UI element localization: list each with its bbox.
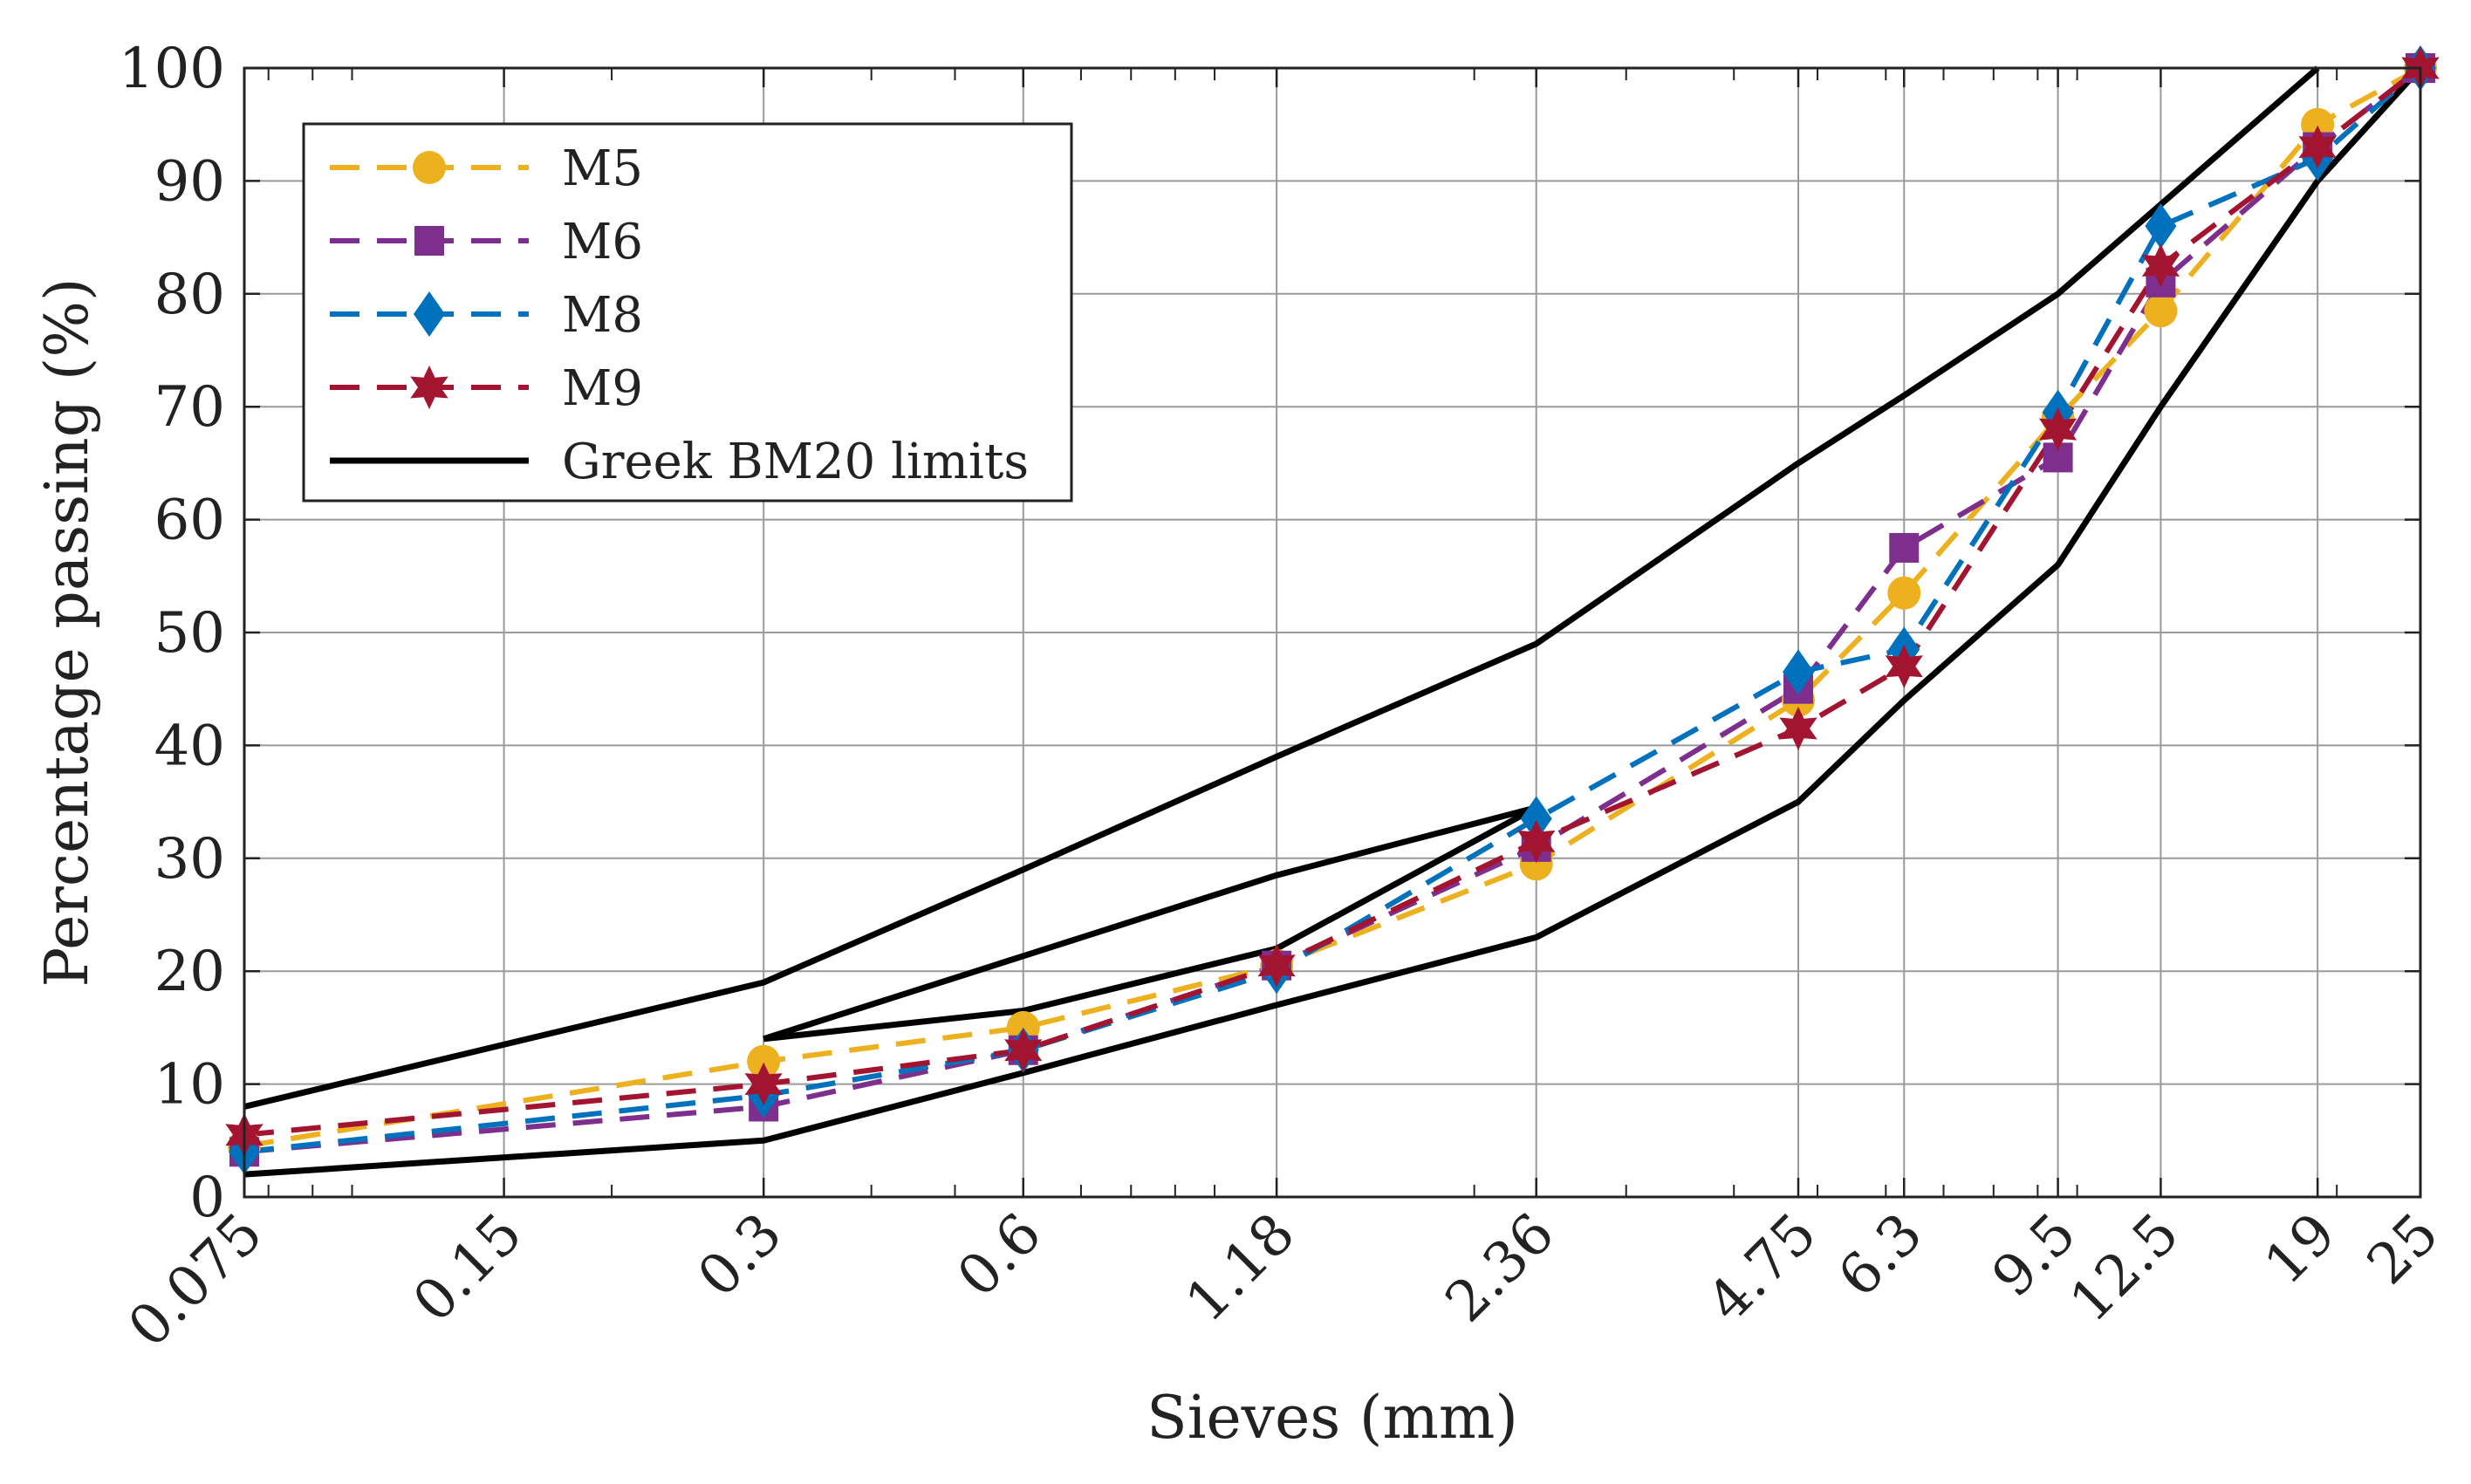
legend-label-m5: M5 [562,140,643,197]
plot-frame [243,66,2422,1199]
y-tick-labels: 0 10 20 30 40 50 60 70 80 90 100 [119,37,225,1230]
limit-line [763,804,1538,1043]
data-point-m5 [2144,294,2178,328]
data-point-m8 [1783,649,1815,695]
y-tick-label: 0 [189,1166,225,1230]
y-tick-label: 80 [154,263,225,327]
series-markers [225,45,2440,1175]
legend-label-m8: M8 [562,287,643,344]
legend-label-m9: M9 [562,360,643,417]
data-point-m8 [1520,796,1552,842]
x-tick-label: 1.18 [1174,1201,1307,1335]
x-axis-title: Sieves (mm) [1147,1384,1518,1453]
legend-marker-m9 [410,366,448,409]
x-tick-label: 4.75 [1695,1201,1829,1335]
x-tick-label: 0.15 [401,1201,535,1335]
series-line-m6 [243,65,2422,1155]
y-axis-title: Percentage passing (%) [33,277,102,987]
limit-line [243,65,2320,1110]
data-point-m9 [1885,644,1923,688]
x-tick-label: 0.3 [686,1201,794,1310]
legend-label-m6: M6 [562,214,643,270]
y-tick-label: 30 [154,827,225,892]
data-point-m9 [1004,1028,1043,1072]
data-point-m9 [2298,125,2337,169]
x-tick-label: 0.6 [946,1201,1054,1310]
limit-line [763,804,1537,1043]
legend-marker-m8 [414,291,445,337]
y-tick-label: 100 [119,37,225,101]
y-tick-label: 60 [154,489,225,553]
y-tick-label: 40 [154,714,225,778]
x-tick-label: 2.36 [1434,1201,1567,1335]
y-tick-label: 10 [154,1053,225,1118]
y-tick-label: 50 [154,601,225,666]
x-tick-label: 6.3 [1826,1201,1934,1310]
data-point-m9 [2038,407,2077,452]
data-point-m5 [747,1044,781,1078]
data-point-m5 [1887,576,1921,610]
y-tick-label: 90 [154,149,225,214]
x-tick-label: 12.5 [2058,1201,2192,1335]
data-point-m9 [1257,943,1296,988]
legend: M5 M6 M8 M9 Greek BM20 limits [302,122,1073,503]
y-tick-label: 20 [154,940,225,1004]
legend-label-greek-bm20-limits: Greek BM20 limits [562,434,1029,490]
data-point-m8 [2145,203,2177,250]
data-point-m9 [1779,707,1817,750]
data-point-m6 [1889,532,1920,563]
limit-line [243,65,2423,1178]
limit-lines [243,65,2423,1178]
data-point-m9 [2141,243,2180,288]
legend-marker-m5 [413,151,446,184]
x-tick-labels: 0.075 0.15 0.3 0.6 1.18 2.36 4.756.3 9.512.5 19 2… [116,1201,2451,1360]
x-tick-label: 25 [2355,1201,2451,1297]
minor-ticks [267,68,2338,1197]
y-tick-label: 70 [154,375,225,440]
data-point-m9 [744,1062,783,1106]
data-point-m9 [1517,819,1556,864]
x-tick-label: 19 [2253,1201,2349,1297]
legend-marker-m6 [414,226,444,256]
